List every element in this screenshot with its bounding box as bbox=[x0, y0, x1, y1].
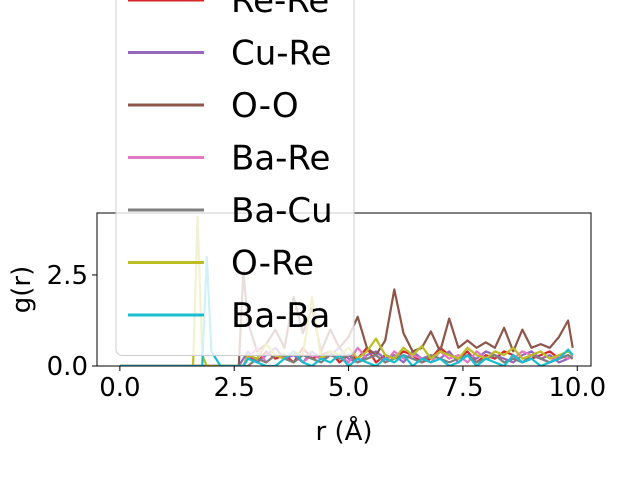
legend: Re-Re Cu-Re O-O Ba-Re Ba-Cu O-Re Ba-Ba bbox=[115, 0, 355, 356]
legend-label: O-O bbox=[231, 86, 299, 126]
x-axis-label: r (Å) bbox=[315, 415, 372, 447]
x-tick-label: 0.0 bbox=[99, 373, 140, 403]
legend-label: Cu-Re bbox=[231, 34, 332, 74]
series-line-ba-cu bbox=[119, 354, 574, 366]
legend-label: Re-Re bbox=[231, 0, 329, 21]
legend-label: Ba-Re bbox=[231, 139, 330, 179]
x-tick-label: 10.0 bbox=[548, 373, 606, 403]
x-tick-label: 2.5 bbox=[214, 373, 255, 403]
legend-label: Ba-Ba bbox=[231, 296, 330, 336]
x-tick-label: 5.0 bbox=[328, 373, 369, 403]
y-tick-label: 2.5 bbox=[47, 261, 88, 291]
y-tick-label: 0.0 bbox=[47, 352, 88, 382]
legend-box bbox=[115, 0, 355, 356]
series-line-ba-ba bbox=[119, 255, 574, 366]
y-axis-label: g(r) bbox=[7, 266, 37, 313]
legend-label: Ba-Cu bbox=[231, 191, 333, 231]
legend-label: O-Re bbox=[231, 244, 314, 284]
axes: 0.0 2.5 5.0 7.5 10.0 0.0 2.5 bbox=[47, 212, 606, 403]
x-tick-label: 7.5 bbox=[442, 373, 483, 403]
